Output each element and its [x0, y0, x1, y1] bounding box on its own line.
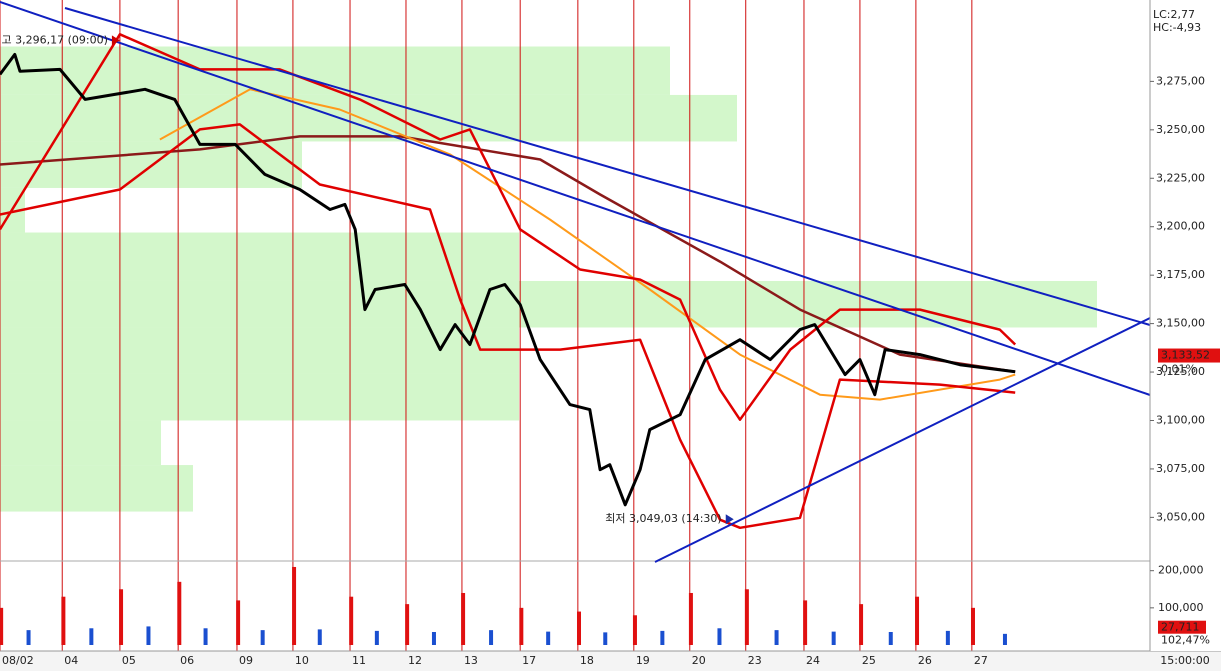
y-tick-label: 3,275,00 [1156, 74, 1205, 87]
y-tick-label: 200,000 [1158, 564, 1204, 577]
volume-bar [717, 628, 722, 645]
volume-bar [603, 632, 608, 645]
x-tick-label: 26 [918, 654, 932, 667]
volume-bar [519, 607, 524, 645]
volume-bar [970, 607, 975, 645]
y-tick-label: 3,075,00 [1156, 462, 1205, 475]
volume-bar [915, 596, 920, 645]
annotation: 최저 3,049,03 (14:30) [605, 512, 722, 525]
volume-bar [374, 630, 379, 645]
x-tick-label: 12 [408, 654, 422, 667]
volume-bar [461, 592, 466, 645]
annotation-marker [111, 35, 120, 46]
x-tick-label: 09 [239, 654, 253, 667]
y-tick-label: 3,100,00 [1156, 413, 1205, 426]
price-line [0, 135, 1016, 373]
volume-bar [744, 589, 749, 645]
last-price-label: 3,133,52 [1161, 349, 1210, 362]
volume-bar [260, 630, 265, 645]
annotation-marker [725, 514, 734, 525]
x-tick-label: 19 [636, 654, 650, 667]
side-label: HC:-4,93 [1153, 21, 1201, 34]
volume-bar [61, 596, 66, 645]
last-volume-ratio: 102,47% [1161, 634, 1210, 647]
volume-bar [431, 631, 436, 645]
volume-profile-bar [0, 232, 519, 281]
volume-bar [831, 631, 836, 645]
volume-bar [405, 604, 410, 645]
volume-bar [803, 600, 808, 645]
x-tick-label: 25 [862, 654, 876, 667]
last-volume-box [1158, 620, 1206, 634]
volume-bar [236, 600, 241, 645]
trend-line [64, 7, 1151, 326]
volume-bar [177, 581, 182, 645]
volume-profile-bar [0, 94, 737, 142]
x-tick-label: 05 [122, 654, 136, 667]
x-tick-label: 10 [295, 654, 309, 667]
volume-bar [1002, 633, 1007, 645]
y-tick-label: 3,175,00 [1156, 268, 1205, 281]
volume-bar [146, 626, 151, 645]
main-layer [0, 33, 1017, 645]
price-line [0, 52, 1016, 507]
y-tick-label: 3,150,00 [1156, 317, 1205, 330]
x-tick-label: 04 [64, 654, 78, 667]
trend-line [654, 317, 1151, 563]
last-price-box [1158, 348, 1220, 363]
y-tick-label: 3,250,00 [1156, 123, 1205, 136]
x-tick-label: 13 [464, 654, 478, 667]
volume-profile-bar [0, 280, 1097, 328]
volume-bar [576, 611, 581, 645]
x-tick-label: 08/02 [2, 654, 34, 667]
volume-bar [0, 607, 4, 645]
price-line [159, 88, 1016, 401]
profile-layer [0, 0, 1221, 651]
right-axis-bg [1150, 0, 1221, 651]
x-tick-label: 11 [352, 654, 366, 667]
x-tick-label: 18 [580, 654, 594, 667]
x-tick-label: 23 [748, 654, 762, 667]
trend-line [0, 1, 1151, 396]
volume-bar [26, 630, 31, 645]
last-volume-label: 27,711 [1161, 621, 1200, 634]
x-end-label: 15:00:00 [1160, 654, 1209, 667]
volume-bar [688, 592, 693, 645]
volume-bar [632, 615, 637, 645]
volume-bar [89, 628, 94, 645]
volume-bar [888, 631, 893, 645]
volume-bar [292, 566, 297, 645]
volume-bar [774, 630, 779, 645]
x-tick-label: 24 [806, 654, 820, 667]
annotation: 최고 3,296,17 (09:00) [0, 33, 108, 46]
volume-bar [546, 631, 551, 645]
volume-profile-bar [0, 465, 193, 512]
y-tick-label: 3,125,00 [1156, 365, 1205, 378]
last-price-change: 0,01% [1161, 363, 1196, 376]
side-label: LC:2,77 [1153, 8, 1195, 21]
x-tick-label: 17 [522, 654, 536, 667]
x-tick-label: 20 [692, 654, 706, 667]
x-tick-label: 06 [180, 654, 194, 667]
volume-bar [317, 629, 322, 645]
y-tick-label: 100,000 [1158, 601, 1204, 614]
y-tick-label: 3,225,00 [1156, 171, 1205, 184]
y-tick-label: 3,200,00 [1156, 220, 1205, 233]
x-tick-label: 27 [974, 654, 988, 667]
volume-bar [119, 589, 124, 645]
volume-bar [945, 630, 950, 645]
volume-bar [859, 604, 864, 645]
volume-bar [203, 628, 208, 645]
price-line [0, 123, 1016, 530]
x-axis-strip [0, 651, 1221, 671]
volume-bar [489, 630, 494, 645]
volume-profile-bar [0, 373, 519, 421]
y-tick-label: 3,050,00 [1156, 510, 1205, 523]
volume-bar [349, 596, 354, 645]
volume-profile-bar [0, 420, 161, 466]
volume-bar [660, 630, 665, 645]
